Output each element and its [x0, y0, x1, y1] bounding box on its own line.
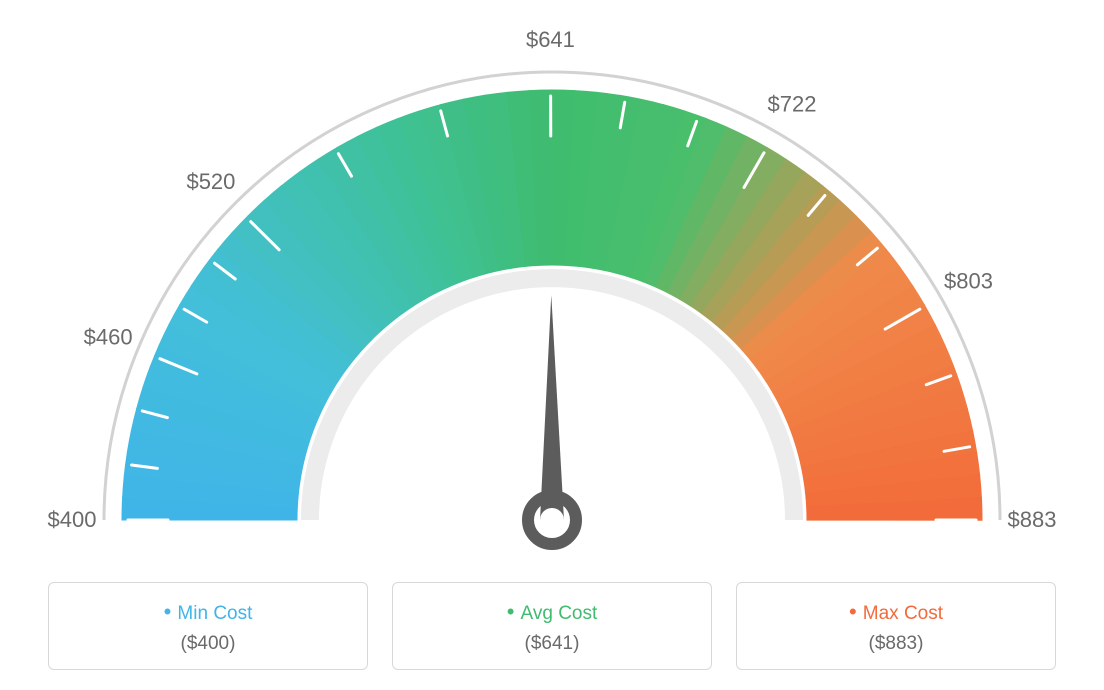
legend-row: Min Cost ($400) Avg Cost ($641) Max Cost…	[48, 582, 1056, 670]
cost-gauge-chart: $400 $460 $520 $641 $722 $803 $883	[32, 20, 1072, 580]
svg-text:$722: $722	[768, 91, 817, 116]
svg-text:$883: $883	[1008, 507, 1057, 532]
legend-card-max: Max Cost ($883)	[736, 582, 1056, 670]
legend-avg-value: ($641)	[393, 633, 711, 655]
legend-min-value: ($400)	[49, 633, 367, 655]
legend-avg-title: Avg Cost	[393, 599, 711, 625]
svg-text:$400: $400	[48, 507, 97, 532]
legend-card-avg: Avg Cost ($641)	[392, 582, 712, 670]
gauge-svg: $400 $460 $520 $641 $722 $803 $883	[32, 20, 1072, 580]
legend-card-min: Min Cost ($400)	[48, 582, 368, 670]
svg-text:$460: $460	[84, 324, 133, 349]
svg-text:$520: $520	[186, 169, 235, 194]
svg-text:$803: $803	[944, 268, 993, 293]
legend-max-value: ($883)	[737, 633, 1055, 655]
legend-min-title: Min Cost	[49, 599, 367, 625]
legend-max-title: Max Cost	[737, 599, 1055, 625]
svg-text:$641: $641	[526, 27, 575, 52]
